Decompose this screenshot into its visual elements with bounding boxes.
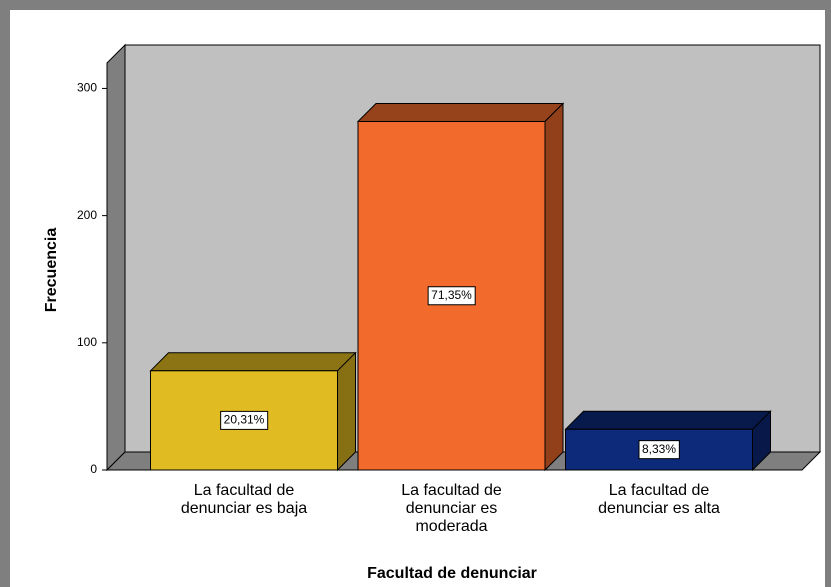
y-tick-label: 100	[77, 335, 97, 349]
data-label: 8,33%	[642, 442, 676, 456]
bar-side	[544, 102, 564, 472]
y-tick-label: 200	[77, 208, 97, 222]
bar-top	[149, 352, 357, 372]
bar	[149, 351, 357, 472]
x-tick-label: La facultad de denunciar es moderada	[401, 482, 502, 535]
y-axis-title: Frecuencia	[43, 228, 60, 313]
y-tick-label: 300	[77, 81, 97, 95]
data-label-box	[427, 286, 476, 306]
side-wall	[106, 43, 126, 472]
data-label-box	[638, 440, 680, 460]
data-label-box	[220, 410, 269, 430]
y-tick-label: 0	[90, 462, 97, 476]
bar-top	[564, 410, 772, 430]
data-label: 71,35%	[431, 288, 472, 302]
x-tick-label: La facultad de denunciar es baja	[180, 482, 308, 517]
data-label: 20,31%	[224, 413, 265, 427]
bar-top	[356, 103, 565, 123]
x-axis-title: Facultad de denunciar	[367, 565, 537, 582]
x-tick-label: La facultad de denunciar es alta	[598, 482, 720, 517]
bar-side	[337, 351, 356, 472]
